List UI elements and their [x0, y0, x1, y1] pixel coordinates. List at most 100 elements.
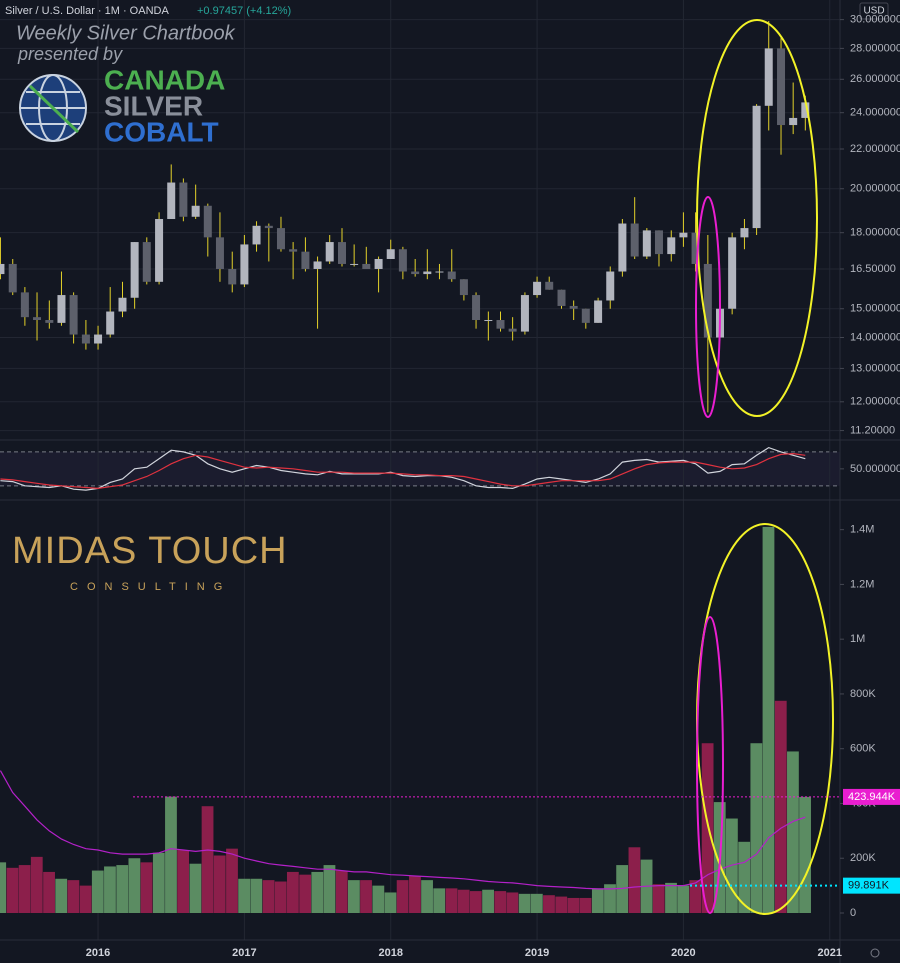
- candle-body: [338, 242, 346, 264]
- y-tick-label: 28.000000: [850, 42, 900, 54]
- candle-body: [94, 334, 103, 344]
- volume-bar: [128, 858, 141, 913]
- annotation-label: 423.944K: [848, 791, 896, 803]
- volume-bar: [250, 878, 263, 913]
- volume-bar: [6, 867, 19, 913]
- candle-body: [179, 182, 188, 217]
- highlight-ellipse: [696, 19, 818, 417]
- candle-body: [155, 219, 164, 282]
- volume-bar: [299, 874, 312, 913]
- y-tick-label: 200K: [850, 852, 876, 864]
- volume-bar: [30, 856, 43, 913]
- y-tick-label: 0: [850, 907, 856, 919]
- candle-body: [8, 263, 17, 293]
- candle-body: [203, 205, 212, 238]
- oscillator-line: [0, 446, 806, 491]
- x-tick-label: 2016: [86, 947, 110, 959]
- volume-bar: [482, 889, 494, 913]
- y-tick-label: 14.000000: [850, 331, 900, 343]
- volume-bar: [604, 884, 616, 913]
- band-fill: [0, 451, 840, 486]
- candle-body: [69, 295, 78, 335]
- candle-body: [386, 249, 395, 259]
- candle-body: [740, 228, 749, 238]
- price-change: +0.97457 (+4.12%): [197, 5, 291, 17]
- candle-body: [301, 251, 310, 269]
- annotation-box: [843, 877, 900, 894]
- volume-bar: [262, 880, 275, 913]
- volume-bar: [116, 865, 129, 913]
- candle-body: [679, 232, 688, 238]
- volume-bar: [226, 848, 238, 913]
- volume-bar: [457, 889, 470, 913]
- candle-body: [81, 334, 90, 344]
- annotation-label: 99.891K: [848, 880, 890, 892]
- volume-bar: [152, 852, 165, 913]
- volume-bar: [787, 751, 799, 913]
- y-tick-label: 26.000000: [850, 73, 900, 85]
- volume-bar: [286, 871, 299, 913]
- volume-bar: [616, 865, 629, 913]
- candle-body: [167, 182, 176, 220]
- volume-bar: [469, 891, 482, 913]
- y-tick-label: 50.000000: [850, 463, 900, 475]
- candle-body: [106, 311, 115, 335]
- volume-bar: [165, 796, 177, 913]
- candle-body: [20, 292, 29, 318]
- candle-body: [228, 268, 237, 285]
- volume-bar: [274, 881, 287, 913]
- candle-body: [459, 279, 468, 296]
- candle-body: [0, 263, 5, 275]
- volume-bar: [799, 796, 811, 913]
- volume-bar: [360, 880, 372, 913]
- volume-bar: [494, 891, 507, 913]
- volume-bar: [213, 855, 226, 913]
- unit-box: [859, 2, 889, 20]
- candle-body: [33, 317, 42, 321]
- candle-body: [374, 258, 383, 269]
- volume-bar: [543, 895, 555, 913]
- volume-bar: [91, 870, 104, 913]
- volume-bar: [762, 526, 775, 913]
- candle-body: [435, 271, 444, 273]
- watermark-subtitle: presented by: [17, 44, 123, 64]
- volume-bar: [0, 862, 7, 913]
- volume-bar: [750, 743, 763, 913]
- candle-body: [484, 320, 493, 322]
- volume-bar: [104, 866, 116, 913]
- volume-bar: [238, 878, 251, 913]
- volume-bar: [323, 865, 336, 913]
- volume-ma-line: [0, 770, 806, 890]
- candle-body: [728, 237, 737, 309]
- candle-body: [801, 102, 810, 118]
- candle-body: [606, 271, 615, 301]
- volume-bar: [140, 862, 153, 913]
- y-tick-label: 18.000000: [850, 227, 900, 239]
- volume-bar: [518, 893, 531, 913]
- candle-body: [569, 305, 578, 309]
- y-tick-label: 800K: [850, 688, 876, 700]
- highlight-ellipse: [696, 616, 724, 914]
- candle-body: [618, 223, 627, 272]
- volume-bar: [530, 893, 543, 913]
- volume-bar: [384, 892, 397, 913]
- candle-body: [191, 205, 200, 217]
- settings-icon[interactable]: [870, 948, 880, 958]
- y-tick-label: 600K: [850, 743, 876, 755]
- candle-body: [252, 225, 261, 245]
- volume-bar: [591, 888, 604, 913]
- volume-bar: [579, 897, 592, 913]
- candle-body: [594, 300, 603, 323]
- volume-bar: [445, 888, 458, 913]
- volume-bar: [665, 882, 677, 913]
- candle-body: [313, 261, 322, 269]
- candle-body: [533, 281, 542, 296]
- volume-bar: [335, 870, 348, 913]
- x-tick-label: 2017: [232, 947, 256, 959]
- y-tick-label: 20.000000: [850, 183, 900, 195]
- logo-word: COBALT: [104, 116, 219, 147]
- candle-body: [215, 237, 224, 269]
- highlight-ellipse: [695, 196, 721, 418]
